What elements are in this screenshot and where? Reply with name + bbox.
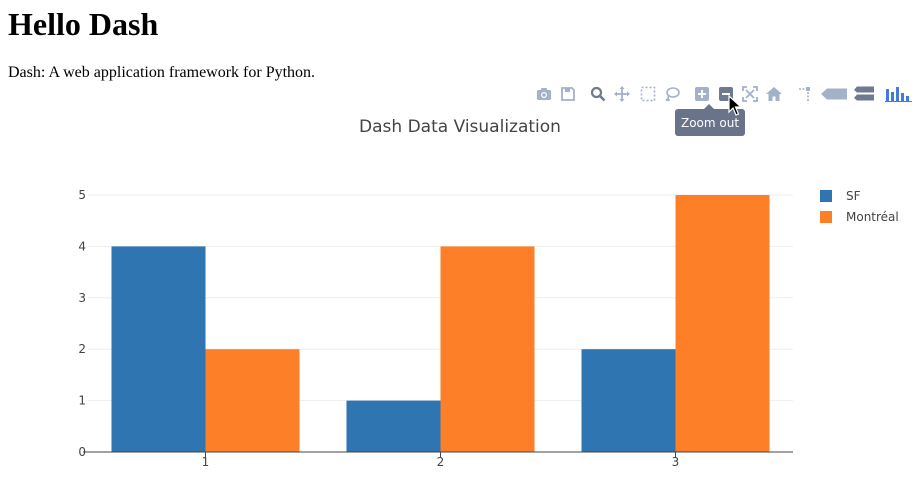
chart-legend[interactable]: SF Montréal xyxy=(820,189,899,224)
plot-modebar xyxy=(534,84,914,106)
lasso-select-button[interactable] xyxy=(662,84,682,104)
home-icon xyxy=(766,87,782,101)
bar-sf-2[interactable] xyxy=(346,400,441,452)
y-tick-label: 4 xyxy=(78,239,86,253)
mouse-cursor-icon xyxy=(728,95,742,116)
y-tick-label: 0 xyxy=(78,445,86,459)
bar-sf-1[interactable] xyxy=(111,246,206,452)
page-title: Hello Dash xyxy=(8,6,159,42)
y-tick-label: 1 xyxy=(78,394,86,408)
camera-icon xyxy=(537,88,551,100)
hover-closest-button[interactable] xyxy=(820,84,848,104)
chart-bars xyxy=(111,195,770,452)
chart-axes: 0 1 2 3 4 5 1 2 3 xyxy=(78,188,793,469)
legend-swatch[interactable] xyxy=(820,211,832,223)
y-tick-label: 5 xyxy=(78,188,86,202)
autoscale-icon xyxy=(742,86,758,102)
plotly-logo-icon xyxy=(885,87,912,102)
zoom-icon xyxy=(590,86,606,102)
zoom-in-icon xyxy=(695,87,709,101)
spike-lines-icon xyxy=(799,87,810,101)
pan-icon xyxy=(614,86,630,102)
legend-label[interactable]: SF xyxy=(846,189,861,203)
pan-button[interactable] xyxy=(612,84,632,104)
download-plot-button[interactable] xyxy=(534,84,554,104)
spike-lines-button[interactable] xyxy=(794,84,814,104)
plotly-logo-link[interactable] xyxy=(884,84,914,104)
page-subtitle: Dash: A web application framework for Py… xyxy=(8,64,316,81)
save-icon xyxy=(561,87,575,101)
bar-montréal-1[interactable] xyxy=(205,349,300,452)
reset-axes-button[interactable] xyxy=(764,84,784,104)
hover-closest-icon xyxy=(821,88,847,100)
bar-sf-3[interactable] xyxy=(581,349,676,452)
y-tick-label: 3 xyxy=(78,291,86,305)
box-select-icon xyxy=(640,86,656,102)
zoom-in-button[interactable] xyxy=(692,84,712,104)
x-tick-label: 1 xyxy=(202,455,210,469)
box-select-button[interactable] xyxy=(638,84,658,104)
bar-montréal-2[interactable] xyxy=(440,246,535,452)
save-plot-button[interactable] xyxy=(558,84,578,104)
hover-compare-icon xyxy=(854,86,874,101)
x-tick-label: 3 xyxy=(672,455,680,469)
chart-title: Dash Data Visualization xyxy=(359,117,561,137)
bar-montréal-3[interactable] xyxy=(675,195,770,452)
legend-swatch[interactable] xyxy=(820,190,832,202)
zoom-out-tooltip: Zoom out xyxy=(675,104,745,136)
y-tick-label: 2 xyxy=(78,342,86,356)
zoom-button[interactable] xyxy=(588,84,608,104)
lasso-select-icon xyxy=(665,87,680,102)
autoscale-button[interactable] xyxy=(740,84,760,104)
x-tick-label: 2 xyxy=(437,455,445,469)
legend-label[interactable]: Montréal xyxy=(846,210,899,224)
hover-compare-button[interactable] xyxy=(852,84,876,104)
